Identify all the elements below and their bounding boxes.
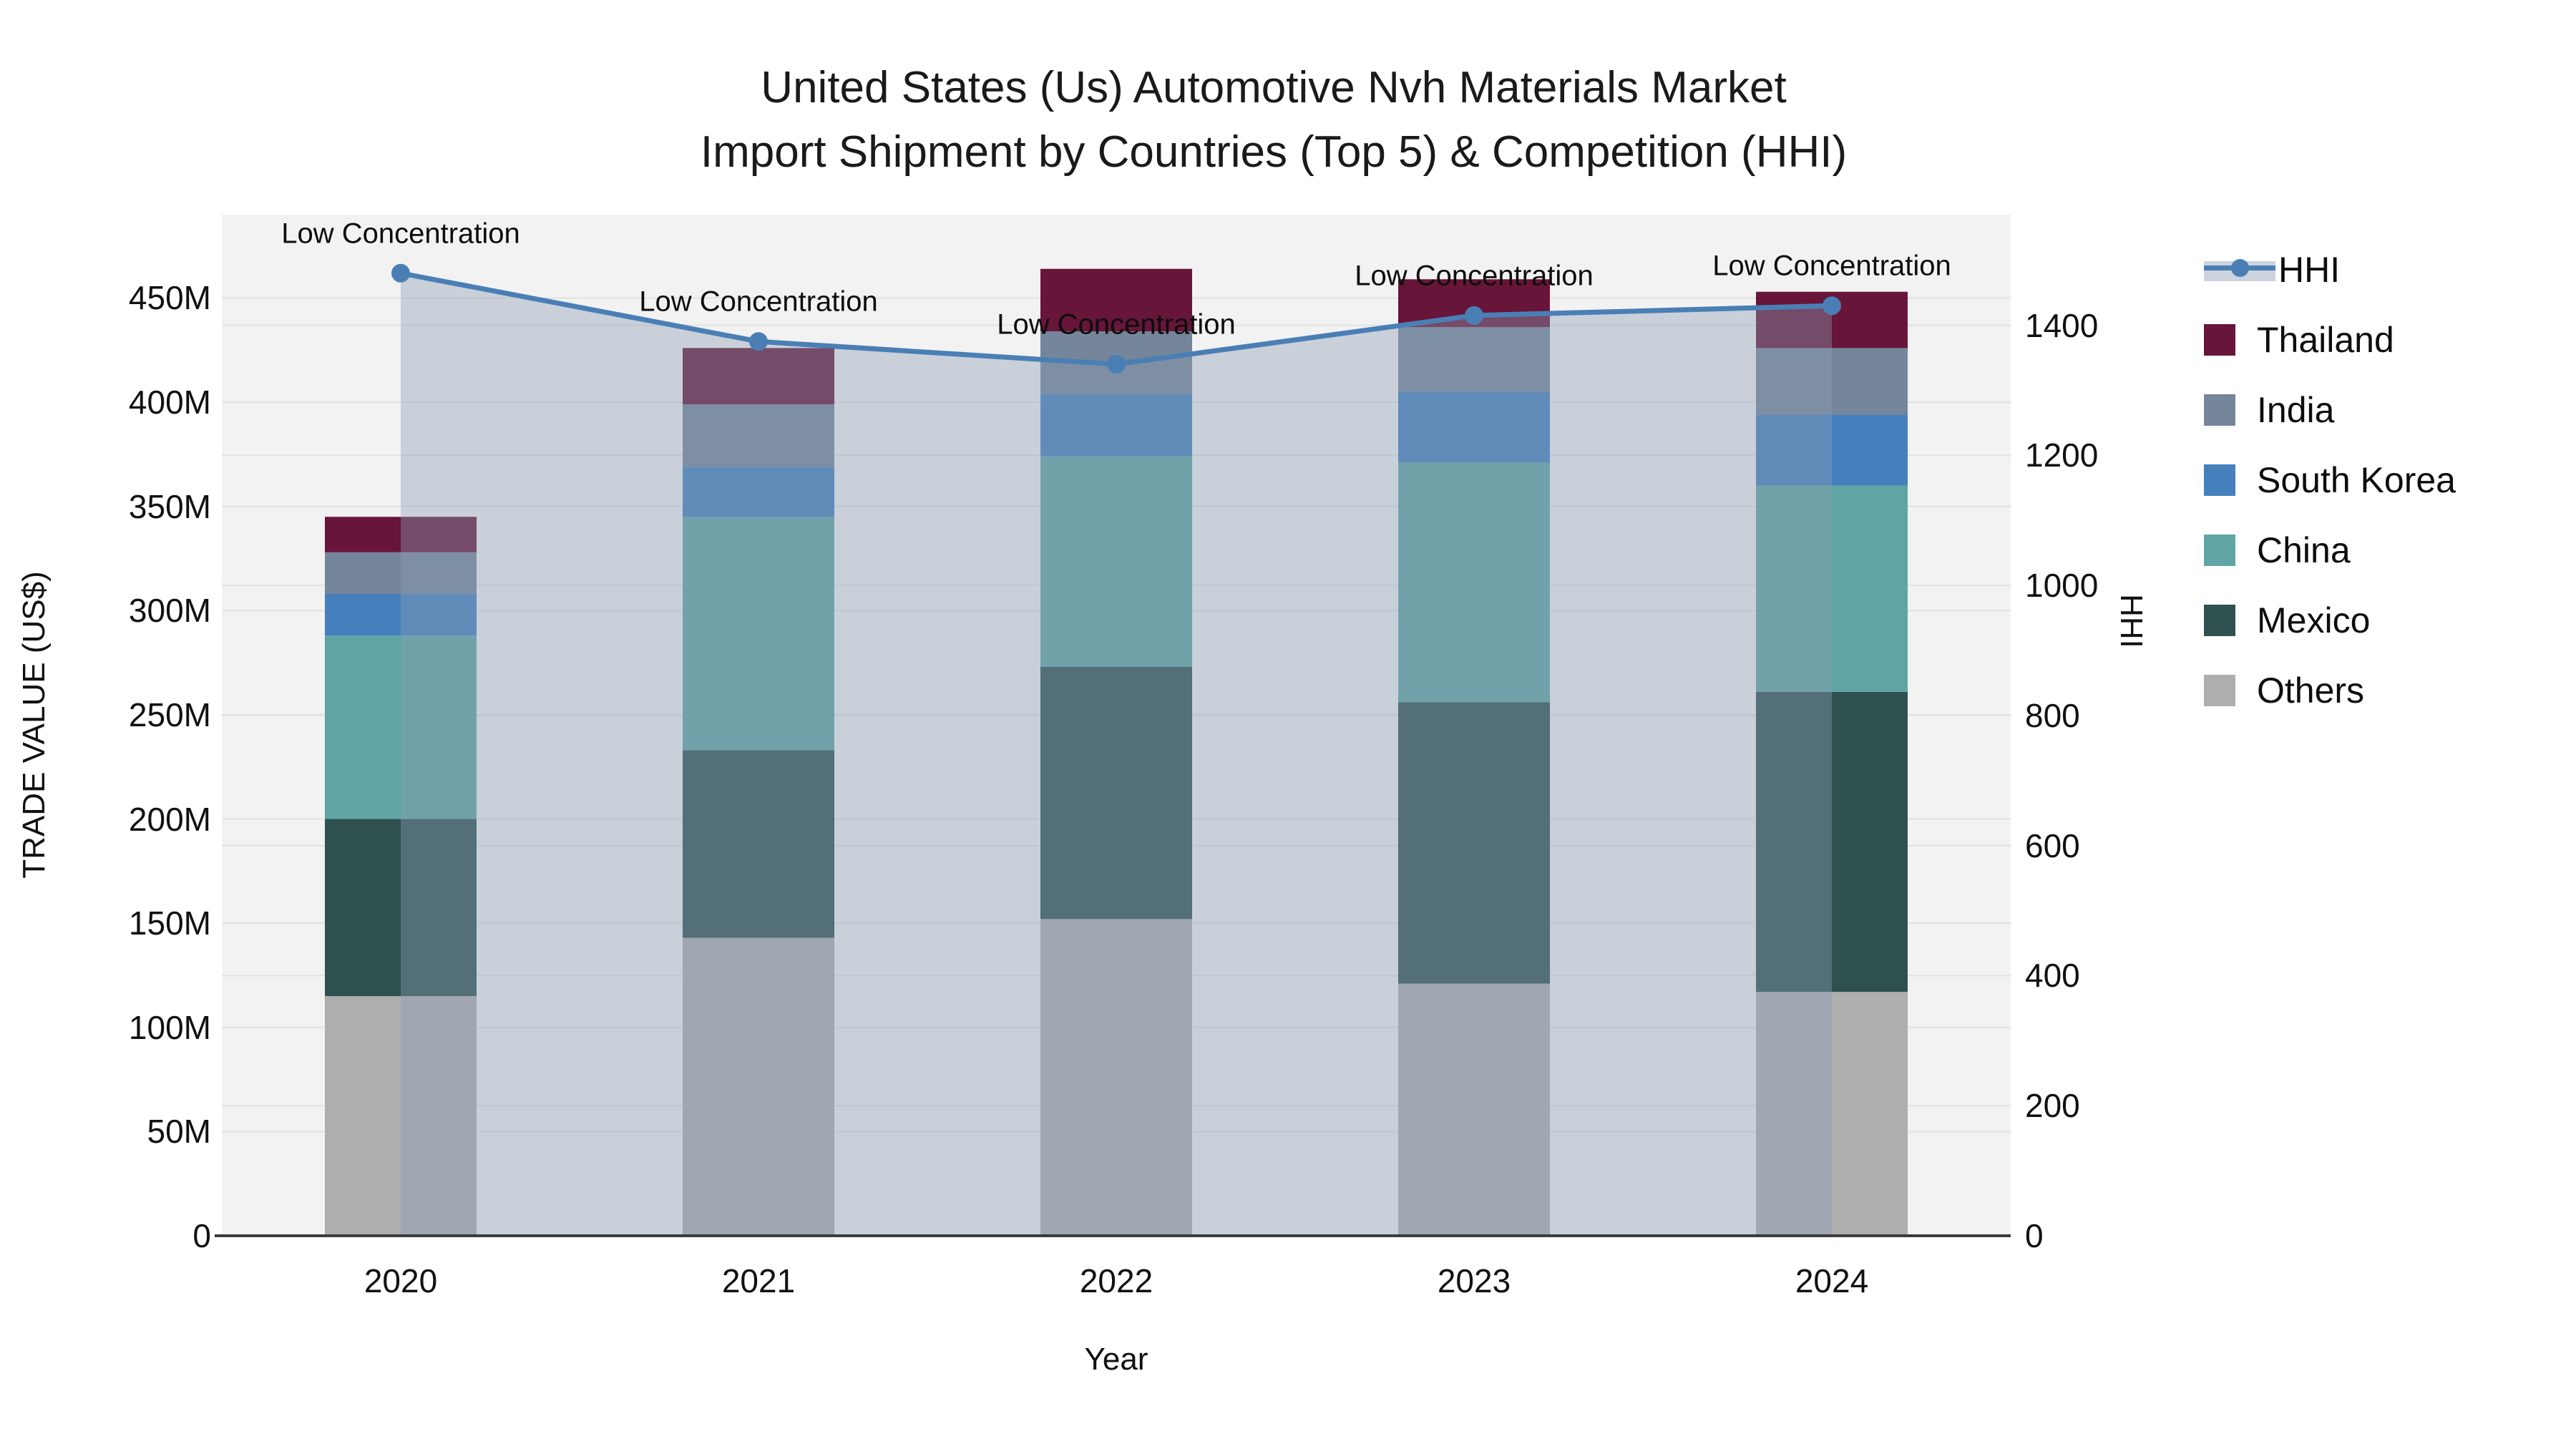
y-left-tick-300M: 300M (128, 592, 211, 630)
bar-segment-thailand-2020 (325, 517, 477, 552)
bar-segment-mexico-2024 (1756, 691, 1908, 992)
bar-segment-thailand-2021 (683, 348, 834, 405)
y-right-tick-1400: 1400 (2025, 306, 2099, 344)
bar-segment-mexico-2020 (325, 819, 477, 997)
bar-segment-mexico-2022 (1040, 666, 1192, 919)
hhi-marker-dot-icon (2231, 259, 2249, 277)
legend-item-hhi[interactable]: HHI (2204, 235, 2456, 305)
bar-segment-south-korea-2023 (1398, 391, 1550, 463)
bar-segment-china-2020 (325, 635, 477, 819)
legend-label-thailand: Thailand (2257, 320, 2394, 360)
legend-item-thailand[interactable]: Thailand (2204, 305, 2456, 375)
y-right-tick-0: 0 (2025, 1217, 2044, 1254)
x-tick-2020: 2020 (364, 1262, 438, 1299)
bar-segment-india-2021 (683, 404, 834, 467)
legend-label-mexico: Mexico (2257, 600, 2371, 640)
hhi-marker-2024 (1823, 296, 1841, 316)
legend-swatch-south-korea (2204, 464, 2235, 496)
chart-title-line1: United States (Us) Automotive Nvh Materi… (761, 63, 1787, 112)
bar-segment-thailand-2022 (1040, 268, 1192, 332)
bar-segment-others-2024 (1756, 992, 1908, 1236)
legend-label-others: Others (2257, 670, 2365, 711)
y-right-tick-1200: 1200 (2025, 436, 2099, 474)
y-left-tick-100M: 100M (128, 1008, 211, 1046)
bar-segment-others-2021 (683, 937, 834, 1236)
bar-segment-mexico-2021 (683, 750, 834, 938)
bar-segment-mexico-2023 (1398, 702, 1550, 984)
legend-label-china: China (2257, 530, 2351, 570)
y-right-tick-200: 200 (2025, 1087, 2080, 1125)
legend-label-south-korea: South Korea (2257, 460, 2456, 500)
bar-segment-china-2023 (1398, 462, 1550, 703)
legend-label-india: India (2257, 390, 2335, 430)
legend: HHI Thailand India South Korea China Mexico Ot… (2204, 235, 2456, 726)
bar-segment-china-2021 (683, 517, 834, 751)
x-tick-2024: 2024 (1795, 1262, 1869, 1299)
y-right-tick-600: 600 (2025, 826, 2080, 864)
y-right-tick-1000: 1000 (2025, 567, 2099, 605)
legend-label-hhi: HHI (2278, 250, 2341, 290)
hhi-marker-2021 (749, 332, 768, 351)
legend-swatch-china (2204, 535, 2235, 566)
x-tick-2021: 2021 (721, 1262, 796, 1299)
legend-item-china[interactable]: China (2204, 515, 2456, 585)
y-left-tick-150M: 150M (128, 904, 211, 942)
y-left-tick-400M: 400M (128, 384, 211, 421)
y-left-tick-350M: 350M (128, 487, 211, 525)
y-left-tick-200M: 200M (128, 800, 211, 838)
x-tick-2022: 2022 (1079, 1262, 1153, 1299)
legend-swatch-mexico (2204, 605, 2235, 636)
y-axis-right-title: HHI (2114, 594, 2149, 648)
y-right-tick-800: 800 (2025, 696, 2080, 734)
legend-item-others[interactable]: Others (2204, 655, 2456, 726)
hhi-area-fill (401, 273, 1832, 1236)
x-tick-2023: 2023 (1437, 1262, 1511, 1299)
y-left-tick-50M: 50M (147, 1113, 211, 1151)
bar-segment-others-2023 (1398, 983, 1550, 1236)
y-right-tick-400: 400 (2025, 957, 2080, 995)
hhi-marker-2023 (1465, 306, 1483, 325)
bar-segment-india-2020 (325, 552, 477, 595)
legend-swatch-others (2204, 675, 2235, 706)
hhi-marker-2022 (1107, 355, 1126, 374)
bar-segment-china-2024 (1756, 485, 1908, 692)
legend-swatch-thailand (2204, 324, 2235, 356)
y-left-tick-250M: 250M (128, 696, 211, 733)
annotation-low-concentration-2020: Low Concentration (281, 218, 520, 250)
y-left-tick-0: 0 (192, 1217, 211, 1254)
hhi-marker-2020 (391, 263, 410, 283)
annotation-low-concentration-2024: Low Concentration (1712, 250, 1951, 282)
bar-segment-others-2020 (325, 996, 477, 1236)
annotation-low-concentration-2023: Low Concentration (1355, 260, 1594, 292)
bar-segment-china-2022 (1040, 456, 1192, 667)
legend-item-india[interactable]: India (2204, 375, 2456, 445)
hhi-line-sample-icon (2204, 255, 2275, 284)
chart-title: United States (Us) Automotive Nvh Materi… (0, 56, 2547, 185)
chart-title-line2: Import Shipment by Countries (Top 5) & C… (700, 127, 1848, 177)
annotation-low-concentration-2022: Low Concentration (997, 308, 1236, 341)
legend-item-mexico[interactable]: Mexico (2204, 585, 2456, 655)
legend-swatch-india (2204, 394, 2235, 426)
bar-segment-india-2024 (1756, 348, 1908, 415)
annotation-low-concentration-2021: Low Concentration (639, 286, 878, 318)
bar-segment-south-korea-2020 (325, 594, 477, 636)
bar-segment-others-2022 (1040, 919, 1192, 1236)
bar-segment-south-korea-2024 (1756, 414, 1908, 486)
bar-segment-india-2023 (1398, 327, 1550, 392)
bar-segment-south-korea-2022 (1040, 394, 1192, 457)
bar-segment-south-korea-2021 (683, 467, 834, 517)
x-axis-title: Year (1084, 1342, 1148, 1377)
y-left-tick-450M: 450M (128, 279, 211, 317)
legend-item-south-korea[interactable]: South Korea (2204, 445, 2456, 515)
